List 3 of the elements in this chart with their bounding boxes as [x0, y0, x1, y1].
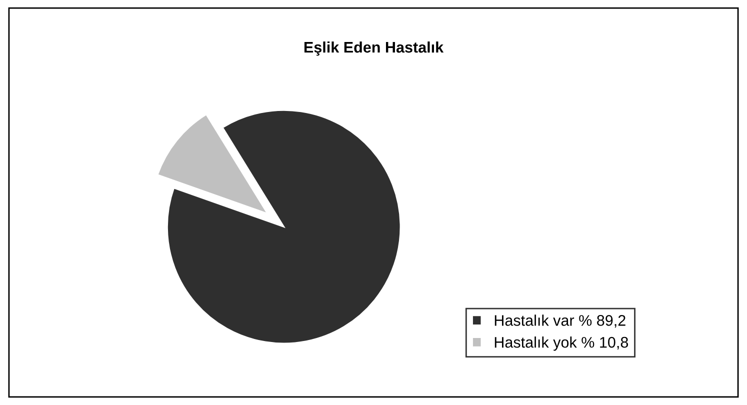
legend-label: Hastalık yok % 10,8 — [494, 336, 628, 351]
legend-label: Hastalık var % 89,2 — [494, 314, 626, 328]
chart-title: Eşlik Eden Hastalık — [304, 41, 444, 56]
